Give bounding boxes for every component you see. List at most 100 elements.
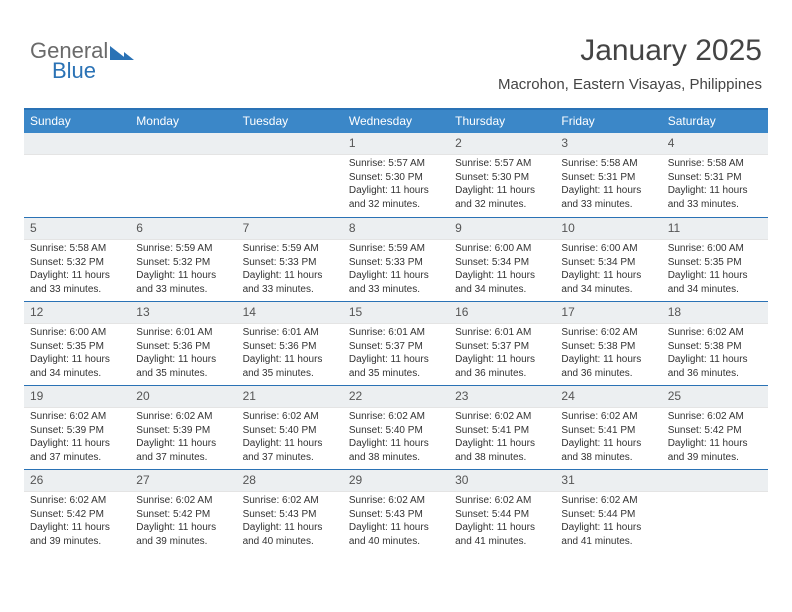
sunrise-text: Sunrise: 5:59 AM xyxy=(243,242,337,256)
day-number: 26 xyxy=(24,470,130,492)
day-number: 7 xyxy=(237,218,343,240)
day-number xyxy=(130,133,236,155)
calendar-day-cell: 26Sunrise: 6:02 AMSunset: 5:42 PMDayligh… xyxy=(24,470,130,553)
sunset-text: Sunset: 5:43 PM xyxy=(243,508,337,522)
calendar-day-cell: 22Sunrise: 6:02 AMSunset: 5:40 PMDayligh… xyxy=(343,386,449,469)
sunset-text: Sunset: 5:32 PM xyxy=(136,256,230,270)
day-number: 13 xyxy=(130,302,236,324)
day-body xyxy=(662,492,768,498)
sunrise-text: Sunrise: 5:57 AM xyxy=(349,157,443,171)
sunrise-text: Sunrise: 6:02 AM xyxy=(455,494,549,508)
calendar-day-cell: 18Sunrise: 6:02 AMSunset: 5:38 PMDayligh… xyxy=(662,302,768,385)
day-body: Sunrise: 6:01 AMSunset: 5:37 PMDaylight:… xyxy=(449,324,555,384)
calendar-day-cell: 25Sunrise: 6:02 AMSunset: 5:42 PMDayligh… xyxy=(662,386,768,469)
calendar-day-cell: 16Sunrise: 6:01 AMSunset: 5:37 PMDayligh… xyxy=(449,302,555,385)
day-number: 10 xyxy=(555,218,661,240)
day-body: Sunrise: 6:02 AMSunset: 5:43 PMDaylight:… xyxy=(237,492,343,552)
daylight-text: Daylight: 11 hours and 35 minutes. xyxy=(349,353,443,380)
calendar-day-cell: 30Sunrise: 6:02 AMSunset: 5:44 PMDayligh… xyxy=(449,470,555,553)
sunrise-text: Sunrise: 6:02 AM xyxy=(136,494,230,508)
sunset-text: Sunset: 5:37 PM xyxy=(349,340,443,354)
day-body: Sunrise: 6:01 AMSunset: 5:37 PMDaylight:… xyxy=(343,324,449,384)
sunset-text: Sunset: 5:31 PM xyxy=(668,171,762,185)
sunrise-text: Sunrise: 6:00 AM xyxy=(668,242,762,256)
daylight-text: Daylight: 11 hours and 39 minutes. xyxy=(30,521,124,548)
sunset-text: Sunset: 5:30 PM xyxy=(455,171,549,185)
day-number: 6 xyxy=(130,218,236,240)
day-number: 20 xyxy=(130,386,236,408)
calendar-header-cell: Wednesday xyxy=(343,110,449,133)
sunset-text: Sunset: 5:42 PM xyxy=(668,424,762,438)
day-number: 28 xyxy=(237,470,343,492)
calendar-table: SundayMondayTuesdayWednesdayThursdayFrid… xyxy=(24,108,768,553)
sunrise-text: Sunrise: 6:02 AM xyxy=(668,326,762,340)
calendar-day-cell: 21Sunrise: 6:02 AMSunset: 5:40 PMDayligh… xyxy=(237,386,343,469)
daylight-text: Daylight: 11 hours and 36 minutes. xyxy=(668,353,762,380)
calendar-header-cell: Sunday xyxy=(24,110,130,133)
calendar-day-cell: 17Sunrise: 6:02 AMSunset: 5:38 PMDayligh… xyxy=(555,302,661,385)
day-body: Sunrise: 5:59 AMSunset: 5:33 PMDaylight:… xyxy=(343,240,449,300)
page-title: January 2025 xyxy=(498,34,762,68)
sunset-text: Sunset: 5:33 PM xyxy=(243,256,337,270)
day-number: 3 xyxy=(555,133,661,155)
sunrise-text: Sunrise: 6:02 AM xyxy=(349,410,443,424)
day-body: Sunrise: 6:02 AMSunset: 5:41 PMDaylight:… xyxy=(555,408,661,468)
day-body: Sunrise: 6:02 AMSunset: 5:44 PMDaylight:… xyxy=(449,492,555,552)
calendar-day-cell: 31Sunrise: 6:02 AMSunset: 5:44 PMDayligh… xyxy=(555,470,661,553)
sunrise-text: Sunrise: 5:58 AM xyxy=(30,242,124,256)
day-body: Sunrise: 6:01 AMSunset: 5:36 PMDaylight:… xyxy=(130,324,236,384)
sunset-text: Sunset: 5:42 PM xyxy=(30,508,124,522)
day-body: Sunrise: 5:58 AMSunset: 5:32 PMDaylight:… xyxy=(24,240,130,300)
daylight-text: Daylight: 11 hours and 35 minutes. xyxy=(243,353,337,380)
day-body: Sunrise: 6:02 AMSunset: 5:39 PMDaylight:… xyxy=(24,408,130,468)
calendar-week-row: 12Sunrise: 6:00 AMSunset: 5:35 PMDayligh… xyxy=(24,301,768,385)
calendar-day-cell: 28Sunrise: 6:02 AMSunset: 5:43 PMDayligh… xyxy=(237,470,343,553)
sunrise-text: Sunrise: 6:02 AM xyxy=(30,494,124,508)
calendar-day-cell xyxy=(237,133,343,217)
daylight-text: Daylight: 11 hours and 39 minutes. xyxy=(668,437,762,464)
daylight-text: Daylight: 11 hours and 39 minutes. xyxy=(136,521,230,548)
sunrise-text: Sunrise: 6:00 AM xyxy=(30,326,124,340)
day-number: 12 xyxy=(24,302,130,324)
day-number xyxy=(237,133,343,155)
daylight-text: Daylight: 11 hours and 33 minutes. xyxy=(349,269,443,296)
calendar-day-cell: 6Sunrise: 5:59 AMSunset: 5:32 PMDaylight… xyxy=(130,218,236,301)
sunrise-text: Sunrise: 6:02 AM xyxy=(668,410,762,424)
sunrise-text: Sunrise: 6:02 AM xyxy=(561,326,655,340)
daylight-text: Daylight: 11 hours and 34 minutes. xyxy=(30,353,124,380)
day-body: Sunrise: 5:59 AMSunset: 5:33 PMDaylight:… xyxy=(237,240,343,300)
day-body: Sunrise: 6:02 AMSunset: 5:44 PMDaylight:… xyxy=(555,492,661,552)
sunrise-text: Sunrise: 6:02 AM xyxy=(136,410,230,424)
daylight-text: Daylight: 11 hours and 34 minutes. xyxy=(455,269,549,296)
day-body: Sunrise: 6:00 AMSunset: 5:35 PMDaylight:… xyxy=(24,324,130,384)
sunrise-text: Sunrise: 6:00 AM xyxy=(455,242,549,256)
day-body: Sunrise: 6:00 AMSunset: 5:34 PMDaylight:… xyxy=(449,240,555,300)
sunset-text: Sunset: 5:30 PM xyxy=(349,171,443,185)
daylight-text: Daylight: 11 hours and 35 minutes. xyxy=(136,353,230,380)
calendar-week-row: 19Sunrise: 6:02 AMSunset: 5:39 PMDayligh… xyxy=(24,385,768,469)
day-number xyxy=(662,470,768,492)
day-body: Sunrise: 6:00 AMSunset: 5:35 PMDaylight:… xyxy=(662,240,768,300)
day-number: 15 xyxy=(343,302,449,324)
daylight-text: Daylight: 11 hours and 33 minutes. xyxy=(30,269,124,296)
calendar-header-cell: Thursday xyxy=(449,110,555,133)
brand-part2: Blue xyxy=(52,58,96,84)
daylight-text: Daylight: 11 hours and 33 minutes. xyxy=(561,184,655,211)
sunrise-text: Sunrise: 5:58 AM xyxy=(668,157,762,171)
day-body: Sunrise: 6:02 AMSunset: 5:42 PMDaylight:… xyxy=(24,492,130,552)
calendar-header-cell: Tuesday xyxy=(237,110,343,133)
day-body: Sunrise: 6:02 AMSunset: 5:43 PMDaylight:… xyxy=(343,492,449,552)
sunset-text: Sunset: 5:37 PM xyxy=(455,340,549,354)
day-number: 19 xyxy=(24,386,130,408)
day-body: Sunrise: 5:57 AMSunset: 5:30 PMDaylight:… xyxy=(343,155,449,215)
sunrise-text: Sunrise: 5:59 AM xyxy=(349,242,443,256)
sunrise-text: Sunrise: 6:01 AM xyxy=(136,326,230,340)
day-body: Sunrise: 5:59 AMSunset: 5:32 PMDaylight:… xyxy=(130,240,236,300)
sunrise-text: Sunrise: 6:00 AM xyxy=(561,242,655,256)
calendar-header-row: SundayMondayTuesdayWednesdayThursdayFrid… xyxy=(24,110,768,133)
sunset-text: Sunset: 5:43 PM xyxy=(349,508,443,522)
day-number: 18 xyxy=(662,302,768,324)
day-body xyxy=(24,155,130,161)
calendar-day-cell: 8Sunrise: 5:59 AMSunset: 5:33 PMDaylight… xyxy=(343,218,449,301)
calendar-day-cell xyxy=(130,133,236,217)
